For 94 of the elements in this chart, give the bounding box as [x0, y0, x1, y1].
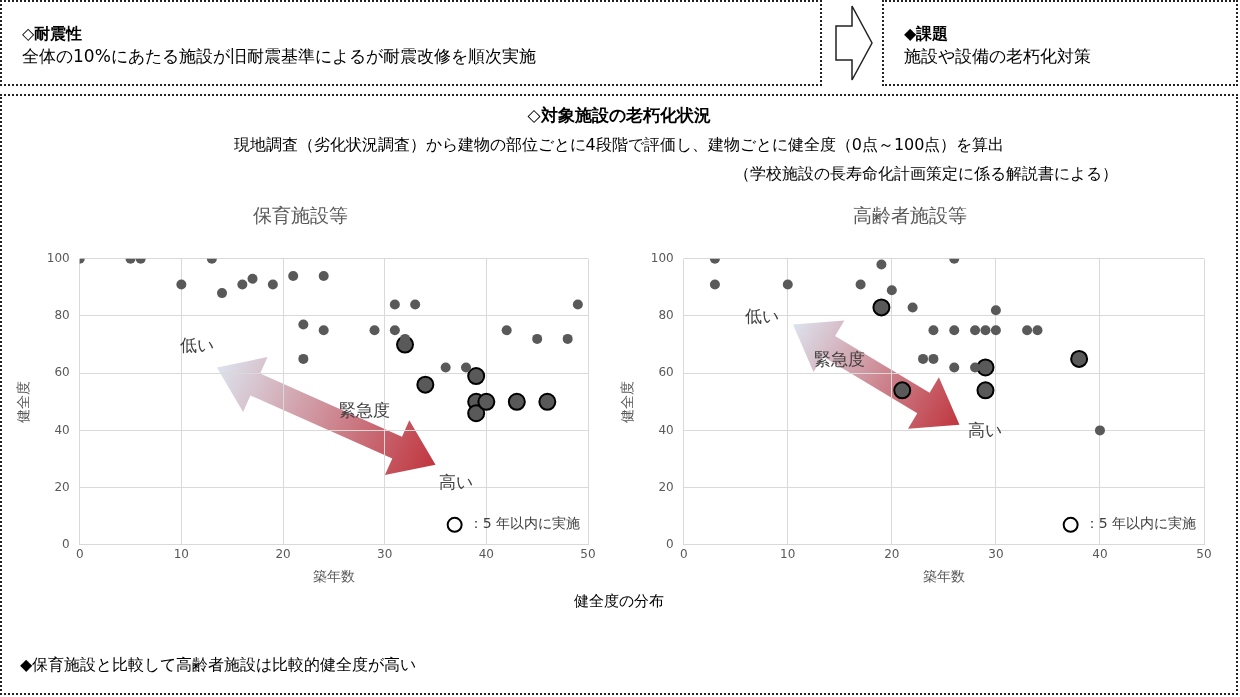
x-tick-label: 30: [988, 547, 1004, 562]
point: [990, 305, 1001, 316]
y-tick-label: 0: [62, 536, 70, 551]
point: [318, 325, 329, 336]
y-tick-label: 60: [54, 365, 70, 380]
point: [876, 259, 887, 270]
point: [461, 362, 472, 373]
annotation: 低い: [744, 304, 779, 328]
x-axis-title: 築年数: [922, 568, 965, 585]
point: [410, 299, 421, 310]
annotation: 低い: [179, 333, 214, 357]
y-axis-title: 健全度: [619, 380, 636, 423]
y-tick-label: 100: [650, 250, 674, 265]
y-axis-title: 健全度: [15, 380, 32, 423]
point: [1032, 325, 1043, 336]
x-tick-label: 0: [75, 547, 84, 562]
x-tick-label: 0: [679, 547, 688, 562]
point: [928, 325, 939, 336]
y-tick-label: 20: [658, 479, 674, 494]
annotation: 高い: [968, 418, 1003, 442]
point: [562, 333, 573, 344]
point: [538, 392, 557, 411]
chart-title: 高齢者施設等: [853, 204, 967, 227]
point: [1022, 325, 1033, 336]
point: [217, 288, 228, 299]
point: [872, 298, 891, 317]
x-tick-label: 50: [1196, 547, 1212, 562]
point: [949, 362, 960, 373]
point: [176, 279, 187, 290]
point: [467, 404, 486, 423]
point: [980, 325, 991, 336]
x-tick-label: 10: [780, 547, 796, 562]
point: [389, 325, 400, 336]
annotation: 高い: [438, 470, 473, 494]
point: [467, 367, 486, 386]
point: [532, 333, 543, 344]
text: ◆課題: [904, 24, 950, 45]
y-tick-label: 40: [658, 422, 674, 437]
legend-label: ：5 年以内に実施: [1084, 515, 1196, 532]
point: [288, 270, 299, 281]
point: [855, 279, 866, 290]
y-tick-label: 100: [46, 250, 70, 265]
x-axis-title: 築年数: [312, 568, 355, 585]
point: [976, 381, 995, 400]
legend-label: ：5 年以内に実施: [468, 515, 580, 532]
y-tick-label: 20: [54, 479, 70, 494]
y-tick-label: 80: [54, 308, 70, 323]
point: [416, 375, 435, 394]
y-tick-label: 40: [54, 422, 70, 437]
point: [267, 279, 278, 290]
point: [1070, 349, 1089, 368]
point: [389, 299, 400, 310]
text: 全体の10%にあたる施設が旧耐震基準によるが耐震改修を順次実施: [22, 45, 537, 68]
point: [369, 325, 380, 336]
text: 現地調査（劣化状況調査）から建物の部位ごとに4段階で評価し、建物ごとに健全度（0点～100点）を算出: [232, 135, 1006, 156]
point: [507, 392, 526, 411]
y-tick-label: 60: [658, 365, 674, 380]
x-tick-label: 40: [1092, 547, 1108, 562]
text: （学校施設の長寿命化計画策定に係る解説書による）: [733, 164, 1119, 185]
text: ◇対象施設の老朽化状況: [526, 104, 712, 127]
x-tick-label: 10: [173, 547, 189, 562]
point: [970, 325, 981, 336]
point: [247, 273, 258, 284]
point: [440, 362, 451, 373]
x-tick-label: 20: [884, 547, 900, 562]
x-tick-label: 30: [377, 547, 393, 562]
point: [237, 279, 248, 290]
point: [318, 270, 329, 281]
point: [907, 302, 918, 313]
x-tick-label: 20: [275, 547, 291, 562]
point: [501, 325, 512, 336]
text: 施設や設備の老朽化対策: [904, 45, 1092, 68]
point: [886, 285, 897, 296]
point: [477, 392, 496, 411]
point: [572, 299, 583, 310]
point: [1094, 425, 1105, 436]
chart-title: 保育施設等: [252, 204, 348, 227]
text: ◇耐震性: [22, 24, 84, 45]
annotation: 緊急度: [814, 347, 866, 371]
point: [709, 279, 720, 290]
x-tick-label: 50: [580, 547, 596, 562]
y-tick-label: 80: [658, 308, 674, 323]
point: [782, 279, 793, 290]
text: ◆保育施設と比較して高齢者施設は比較的健全度が高い: [20, 655, 418, 676]
x-tick-label: 40: [478, 547, 494, 562]
point: [298, 353, 309, 364]
point: [928, 353, 939, 364]
y-tick-label: 0: [666, 536, 674, 551]
point: [918, 353, 929, 364]
point: [949, 325, 960, 336]
point: [298, 319, 309, 330]
text: 健全度の分布: [573, 592, 665, 611]
point: [990, 325, 1001, 336]
point: [893, 381, 912, 400]
